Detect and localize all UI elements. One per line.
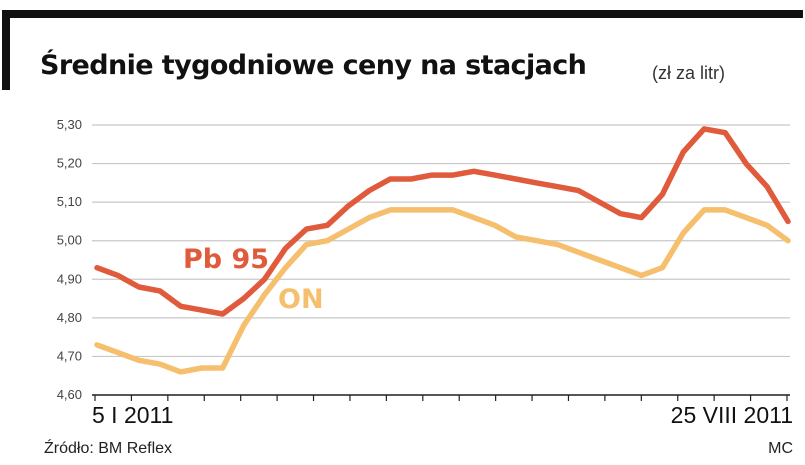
x-end-label: 25 VIII 2011 <box>670 402 793 428</box>
y-tick-label: 4,90 <box>57 271 82 286</box>
y-tick-label: 5,30 <box>57 117 82 132</box>
y-tick-label: 4,80 <box>57 310 82 325</box>
y-tick-label: 5,10 <box>57 194 82 209</box>
y-tick-label: 5,20 <box>57 156 82 171</box>
y-tick-label: 5,00 <box>57 233 82 248</box>
series-lines <box>94 126 791 375</box>
y-tick-label: 4,70 <box>57 348 82 363</box>
series-label-on: ON <box>278 284 324 315</box>
axes <box>92 394 790 401</box>
x-start-label: 5 I 2011 <box>92 402 174 428</box>
chart-unit: (zł za litr) <box>652 63 725 83</box>
source-note: Źródło: BM Reflex <box>44 440 173 457</box>
author-initials: MC <box>768 440 793 457</box>
frame-left-bar <box>2 10 10 90</box>
chart-title: Średnie tygodniowe ceny na stacjach <box>40 50 587 81</box>
series-label-pb95: Pb 95 <box>183 244 269 275</box>
y-tick-labels: 5,30 5,20 5,10 5,00 4,90 4,80 4,70 4,60 <box>57 117 82 402</box>
series-line-pb95 <box>94 126 791 317</box>
frame-top-bar <box>2 10 803 18</box>
series-line-on <box>94 207 791 375</box>
series-labels: Pb 95 ON <box>183 244 324 315</box>
y-tick-label: 4,60 <box>57 387 82 402</box>
